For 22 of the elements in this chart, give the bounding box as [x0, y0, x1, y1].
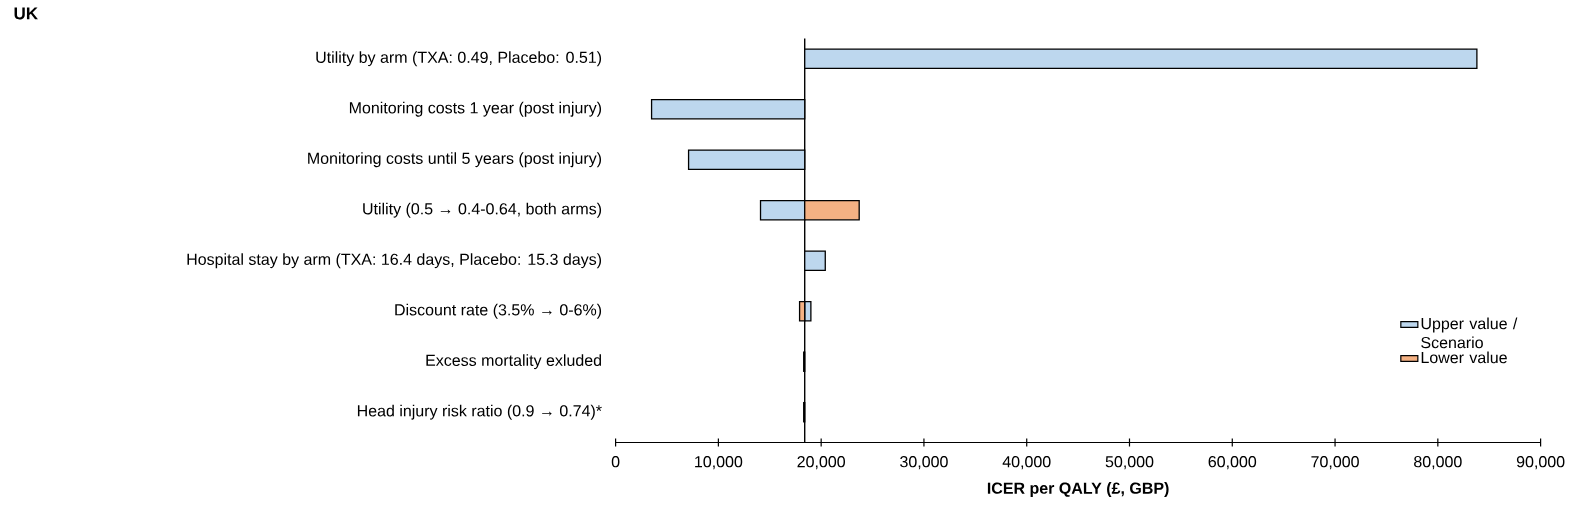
x-tick-label: 80,000 [1414, 456, 1462, 470]
x-axis-title: ICER per QALY (£, GBP) [987, 482, 1169, 498]
text: UK [14, 7, 38, 20]
x-tick-label: 70,000 [1311, 456, 1359, 470]
x-tick-label: 60,000 [1208, 456, 1257, 470]
x-tick-label: 50,000 [1105, 456, 1154, 470]
x-tick-label: 30,000 [900, 456, 948, 470]
y-tick-label: Hospital stay by arm (TXA: 16.4 days, Placebo: 15.3 days) [187, 253, 602, 269]
legend-label: Lower value [1421, 351, 1507, 364]
x-tick-label: 0 [611, 456, 620, 468]
y-tick-label: Monitoring costs until 5 years (post injury) [308, 152, 602, 168]
x-tick-label: 40,000 [1002, 456, 1051, 470]
y-tick-label: Head injury risk ratio (0.9 → 0.74)* [357, 404, 602, 420]
x-tick-label: 90,000 [1516, 456, 1565, 470]
y-tick-label: Utility by arm (TXA: 0.49, Placebo: 0.51) [316, 51, 602, 67]
x-tick-label: 10,000 [695, 456, 743, 470]
y-tick-label: Monitoring costs 1 year (post injury) [349, 101, 602, 117]
y-tick-label: Discount rate (3.5% → 0-6%) [395, 303, 602, 319]
y-tick-label: Utility (0.5 → 0.4-0.64, both arms) [363, 202, 602, 218]
legend-label: Upper value / Scenario [1421, 317, 1518, 349]
x-tick-label: 20,000 [797, 456, 845, 470]
y-tick-label: Excess mortality exluded [426, 354, 602, 370]
